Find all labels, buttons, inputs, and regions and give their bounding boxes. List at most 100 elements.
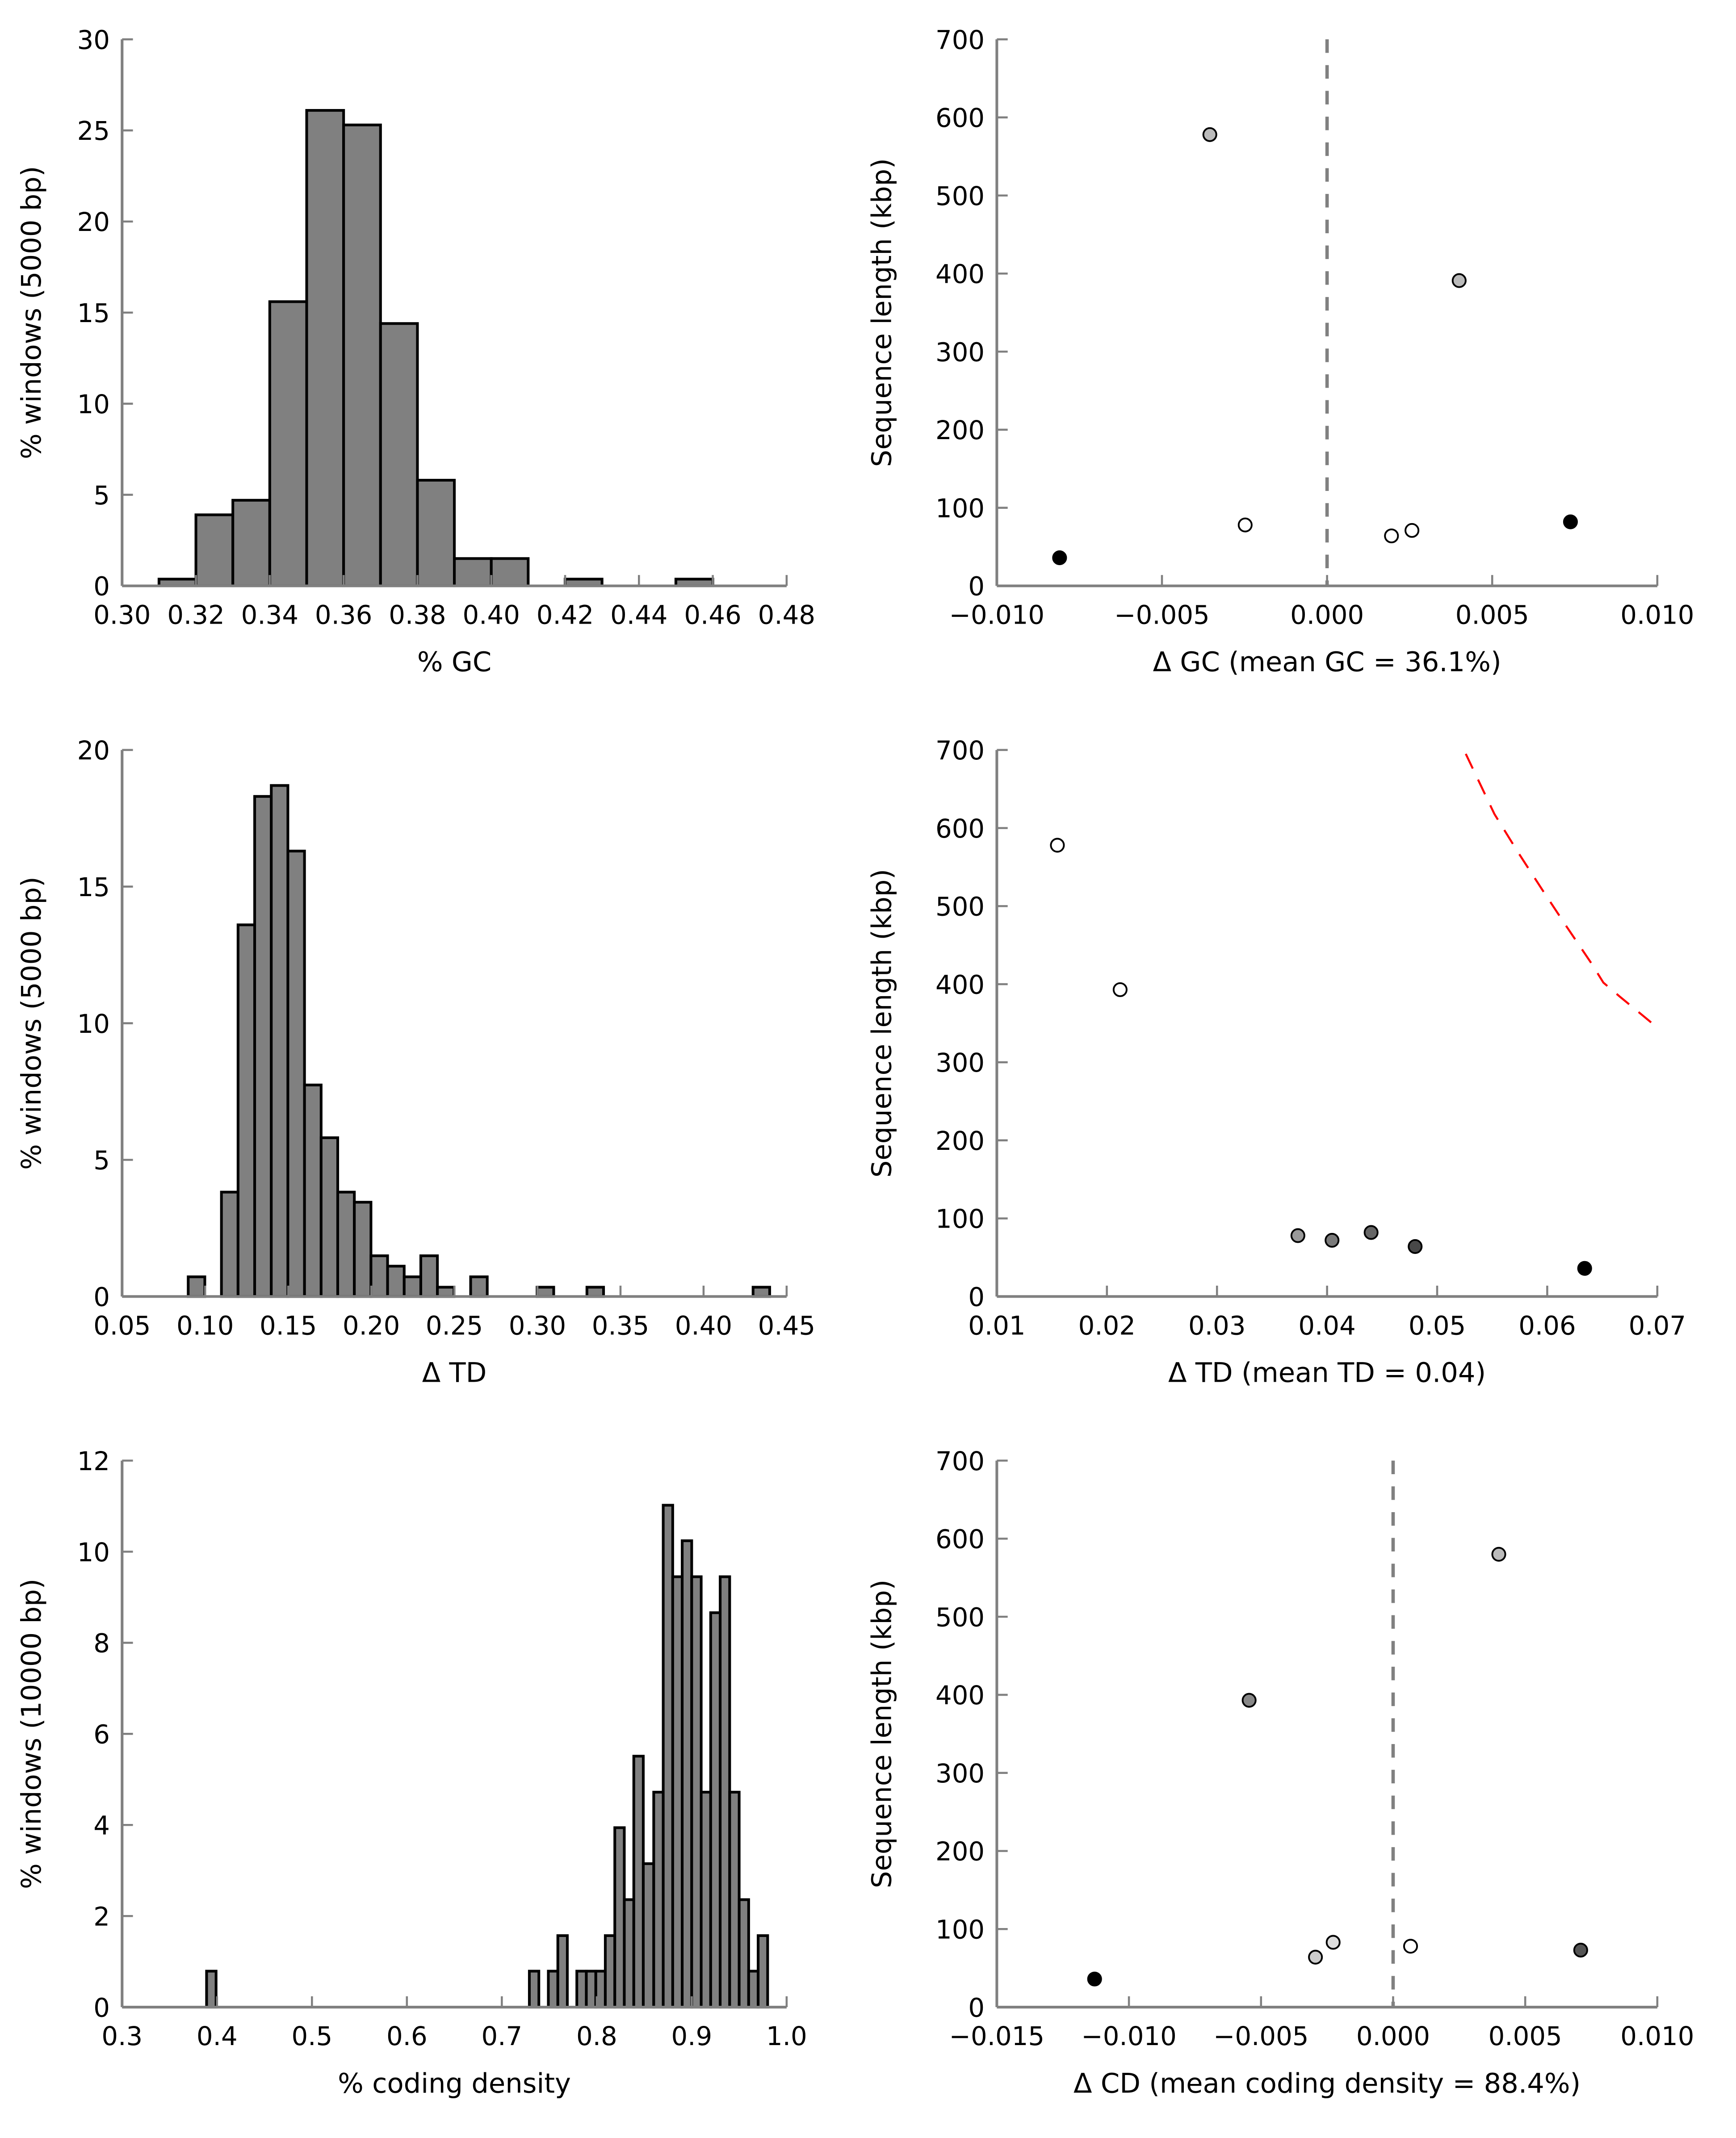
scatter-point — [1202, 127, 1217, 142]
y-tick-label: 25 — [77, 116, 110, 146]
histogram-bar — [403, 1275, 422, 1298]
y-axis-label: % windows (5000 bp) — [16, 166, 47, 459]
x-tick-label: 0.30 — [509, 1310, 566, 1341]
histogram-bar — [369, 1254, 389, 1298]
y-tick-label: 0 — [968, 1282, 985, 1312]
histogram-bar — [194, 513, 235, 587]
scatter-point — [1112, 982, 1128, 997]
x-tick-label: 0.35 — [592, 1310, 649, 1341]
histogram-bar — [353, 1201, 373, 1298]
y-tick-label: 600 — [935, 813, 985, 844]
x-tick-label: 0.45 — [758, 1310, 815, 1341]
y-axis-label: % windows (10000 bp) — [16, 1579, 47, 1889]
x-tick-label: 0.000 — [1356, 2021, 1430, 2051]
scatter-point — [1451, 273, 1467, 288]
scatter-point — [1241, 1693, 1257, 1708]
histogram-bar — [319, 1136, 340, 1298]
x-tick-label: 0.20 — [343, 1310, 400, 1341]
y-tick-label: 4 — [93, 1810, 110, 1840]
histogram-bar — [342, 123, 382, 587]
x-tick-label: −0.010 — [1081, 2021, 1176, 2051]
x-tick-label: −0.015 — [949, 2021, 1044, 2051]
threshold-curve — [1465, 753, 1655, 1026]
x-axis-label: Δ CD (mean coding density = 88.4%) — [1073, 2068, 1581, 2099]
y-tick-label: 300 — [935, 1758, 985, 1789]
histogram-bar — [709, 1611, 722, 2009]
histogram-bar — [536, 1286, 555, 1298]
y-tick-label: 0 — [968, 571, 985, 602]
x-tick-label: 0.01 — [968, 1310, 1025, 1341]
y-tick-label: 12 — [77, 1446, 110, 1476]
scatter-point — [1325, 1935, 1341, 1950]
y-tick-label: 15 — [77, 298, 110, 328]
y-tick-label: 700 — [935, 25, 985, 55]
x-tick-label: 0.9 — [671, 2021, 712, 2051]
histogram-panel: 0.05 0.10 0.15 0.20 0.25 0.30 0.35 0.40 0.45 0 5 10… — [16, 735, 815, 1388]
x-tick-label: 0.03 — [1188, 1310, 1245, 1341]
scatter-point — [1403, 1939, 1418, 1954]
histogram-bar — [419, 1254, 439, 1298]
histogram-bar — [613, 1826, 626, 2009]
histogram-bar — [231, 499, 271, 587]
y-tick-label: 700 — [935, 1446, 985, 1476]
histogram-bar — [652, 1790, 665, 2009]
y-tick-label: 15 — [77, 872, 110, 902]
histogram-bar — [268, 300, 308, 587]
y-tick-label: 2 — [93, 1901, 110, 1932]
x-axis-label: Δ GC (mean GC = 36.1%) — [1153, 647, 1501, 678]
x-tick-label: 0.8 — [576, 2021, 617, 2051]
histogram-bar — [738, 1898, 750, 2009]
scatter-point — [1405, 523, 1420, 538]
x-tick-label: 0.30 — [93, 599, 151, 630]
x-tick-label: 0.005 — [1489, 2021, 1562, 2051]
histogram-bar — [236, 923, 256, 1298]
histogram-bar — [416, 478, 456, 587]
y-tick-label: 0 — [93, 571, 110, 602]
histogram-bar — [253, 795, 273, 1298]
y-axis-label: Sequence length (kbp) — [867, 158, 898, 467]
x-tick-label: 0.07 — [1629, 1310, 1686, 1341]
x-tick-label: 0.000 — [1290, 599, 1364, 630]
y-tick-label: 20 — [77, 735, 110, 766]
histogram-bar — [747, 1970, 760, 2009]
y-tick-label: 5 — [93, 1145, 110, 1176]
histogram-bar — [453, 557, 493, 587]
y-tick-label: 200 — [935, 415, 985, 445]
histogram-bar — [681, 1539, 693, 2009]
x-tick-label: −0.005 — [1213, 2021, 1308, 2051]
x-tick-label: 0.02 — [1078, 1310, 1136, 1341]
histogram-bar — [528, 1970, 541, 2009]
x-tick-label: 0.05 — [93, 1310, 151, 1341]
x-tick-label: 1.0 — [766, 2021, 807, 2051]
histogram-panel: 0.30 0.32 0.34 0.36 0.38 0.40 0.42 0.44 0.46 0.48… — [16, 25, 815, 678]
x-tick-label: 0.05 — [1409, 1310, 1466, 1341]
x-axis-label: Δ TD (mean TD = 0.04) — [1168, 1358, 1486, 1389]
y-tick-label: 100 — [935, 1915, 985, 1945]
y-tick-label: 8 — [93, 1628, 110, 1659]
y-axis-label: % windows (5000 bp) — [16, 876, 47, 1170]
x-axis-label: % GC — [417, 647, 491, 678]
y-tick-label: 100 — [935, 1204, 985, 1234]
x-tick-label: 0.25 — [426, 1310, 483, 1341]
y-axis-label: Sequence length (kbp) — [867, 869, 898, 1178]
histogram-bar — [379, 322, 419, 587]
scatter-panel: −0.010 −0.005 0.000 0.005 0.010 0 100 200 300 400… — [867, 25, 1694, 678]
histogram-bar — [303, 1083, 323, 1298]
histogram-bar — [604, 1934, 616, 2009]
x-tick-label: 0.4 — [197, 2021, 238, 2051]
y-tick-label: 200 — [935, 1836, 985, 1867]
y-tick-label: 20 — [77, 207, 110, 237]
x-tick-label: 0.42 — [537, 599, 594, 630]
x-axis-label: Δ TD — [422, 1358, 487, 1389]
y-tick-label: 30 — [77, 25, 110, 55]
x-tick-label: 0.48 — [758, 599, 815, 630]
histogram-bar — [719, 1575, 731, 2009]
x-tick-label: 0.5 — [291, 2021, 332, 2051]
y-axis-label: Sequence length (kbp) — [867, 1580, 898, 1888]
scatter-panel: 0.01 0.02 0.03 0.04 0.05 0.06 0.07 0 100 200 300 40… — [867, 735, 1686, 1388]
x-tick-label: 0.04 — [1298, 1310, 1355, 1341]
histogram-bar — [662, 1504, 674, 2009]
scatter-point — [1325, 1232, 1340, 1248]
x-tick-label: 0.32 — [167, 599, 224, 630]
scatter-point — [1087, 1971, 1102, 1987]
